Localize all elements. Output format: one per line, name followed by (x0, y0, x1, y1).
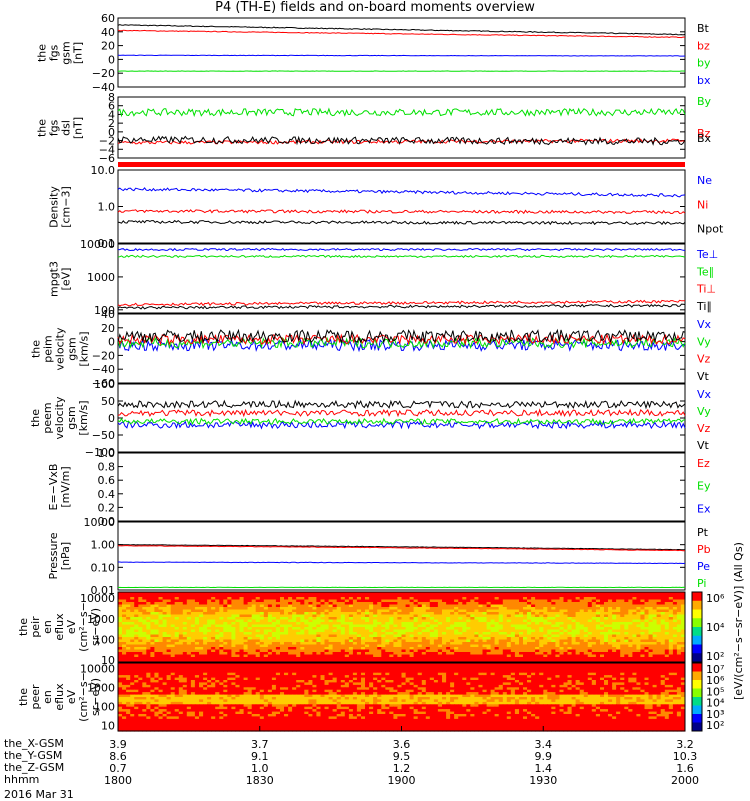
series-fgs-3 (118, 55, 685, 56)
legend-peem_vel-0: Vx (697, 388, 712, 401)
ytick-label-peim_vel-2: 0 (108, 336, 115, 349)
ytick-label-efield-3: 0.4 (98, 488, 116, 501)
series-peem_vel-2 (118, 410, 685, 416)
ytick-label-efield-1: 0.8 (98, 461, 116, 474)
ytick-label-peim_vel-0: 40 (101, 308, 115, 321)
legend-temp-3: Ti∥ (696, 300, 712, 313)
legend-pressure-1: Pb (697, 543, 711, 556)
panel-frame-density (118, 170, 685, 243)
ytick-label-efield-4: 0.2 (98, 501, 116, 514)
ytick-label-peim_vel-1: 20 (101, 322, 115, 335)
legend-peem_vel-1: Vy (697, 405, 711, 418)
colorbar-tick-peir-0: 10⁶ (706, 592, 725, 605)
legend-efield-0: Ez (697, 457, 710, 470)
legend-fgs-3: bx (697, 74, 711, 87)
legend-fgs-0: Bt (697, 22, 710, 35)
legend-peim_vel-3: Vt (697, 370, 710, 383)
legend-fgs-1: bz (697, 39, 710, 52)
legend-pressure-3: Pi (697, 577, 706, 590)
ytick-label-peem_vel-0: 100 (94, 378, 115, 391)
legend-temp-0: Te⊥ (696, 248, 718, 261)
ytick-label-peem_vel-3: −50 (92, 429, 115, 442)
series-fgs-1 (118, 30, 685, 37)
series-temp-0 (118, 249, 685, 251)
legend-efield-1: Ey (697, 480, 711, 493)
colorbar-tick-peir-2: 10² (706, 650, 724, 663)
series-pressure-0 (118, 545, 685, 550)
ytick-label-fgs-3: 0 (108, 53, 115, 66)
legend-fgs_dsl-2: Bx (697, 132, 712, 145)
ytick-label-temp-1: 1000 (87, 271, 115, 284)
legend-efield-2: Ex (697, 502, 711, 515)
ytick-label-pressure-0: 10.00 (84, 516, 116, 529)
legend-peem_vel-3: Vt (697, 439, 710, 452)
colorbar-segment (692, 601, 702, 610)
panel-frame-peem_vel (118, 384, 685, 452)
legend-density-2: Npot (697, 223, 724, 236)
colorbar-tick-peir-1: 10⁴ (706, 621, 725, 634)
ytick-label-peim_vel-3: −20 (92, 349, 115, 362)
legend-pressure-0: Pt (697, 526, 709, 539)
legend-peim_vel-1: Vy (697, 335, 711, 348)
legend-peim_vel-2: Vz (697, 353, 711, 366)
legend-density-0: Ne (697, 174, 712, 187)
ytick-label-fgs-1: 40 (101, 26, 115, 39)
ytick-label-peem_vel-1: 50 (101, 395, 115, 408)
panel-frame-pressure (118, 522, 685, 590)
ytick-label-peim_vel-4: −40 (92, 363, 115, 376)
legend-peim_vel-0: Vx (697, 318, 712, 331)
series-density-2 (118, 221, 685, 225)
series-density-1 (118, 210, 685, 214)
series-peem_vel-0 (118, 421, 685, 428)
series-fgs_dsl-0 (118, 109, 685, 116)
series-pressure-1 (118, 546, 685, 551)
legend-fgs-2: by (697, 57, 711, 70)
legend-peem_vel-2: Vz (697, 422, 711, 435)
series-temp-1 (118, 255, 685, 257)
legend-fgs_dsl-0: By (697, 95, 712, 108)
ytick-label-peer-3: 10 (101, 719, 115, 732)
panel-frame-fgs_dsl (118, 97, 685, 158)
ytick-label-density-1: 1.0 (98, 201, 116, 214)
ytick-label-fgs-4: −20 (92, 67, 115, 80)
series-peem_vel-3 (118, 401, 685, 408)
series-density-0 (118, 188, 685, 197)
colorbar-segment (692, 592, 702, 601)
colorbar-segment (692, 610, 702, 619)
colorbar-segment (692, 653, 702, 662)
separator-bar (118, 162, 685, 167)
ytick-label-fgs-2: 20 (101, 40, 115, 53)
series-temp-2 (118, 300, 685, 305)
ytick-label-density-0: 10.0 (91, 164, 116, 177)
ytick-label-peem_vel-2: 0 (108, 412, 115, 425)
ytick-label-efield-2: 0.6 (98, 474, 116, 487)
colorbar-segment (692, 618, 702, 627)
ytick-label-fgs-0: 60 (101, 12, 115, 25)
colorbar-segment (692, 627, 702, 636)
colorbar-segment (692, 645, 702, 654)
legend-temp-1: Te∥ (696, 265, 714, 278)
series-pressure-2 (118, 562, 685, 564)
ytick-label-temp-0: 10000 (80, 238, 115, 251)
ytick-label-efield-0: 1.0 (98, 447, 116, 460)
panel-frame-efield (118, 453, 685, 521)
legend-temp-2: Ti⊥ (696, 283, 716, 296)
legend-pressure-2: Pe (697, 560, 710, 573)
legend-density-1: Ni (697, 198, 708, 211)
panel-frame-fgs (118, 18, 685, 87)
ytick-label-pressure-2: 0.10 (91, 561, 116, 574)
colorbar-segment (692, 636, 702, 645)
ytick-label-pressure-1: 1.00 (91, 539, 116, 552)
